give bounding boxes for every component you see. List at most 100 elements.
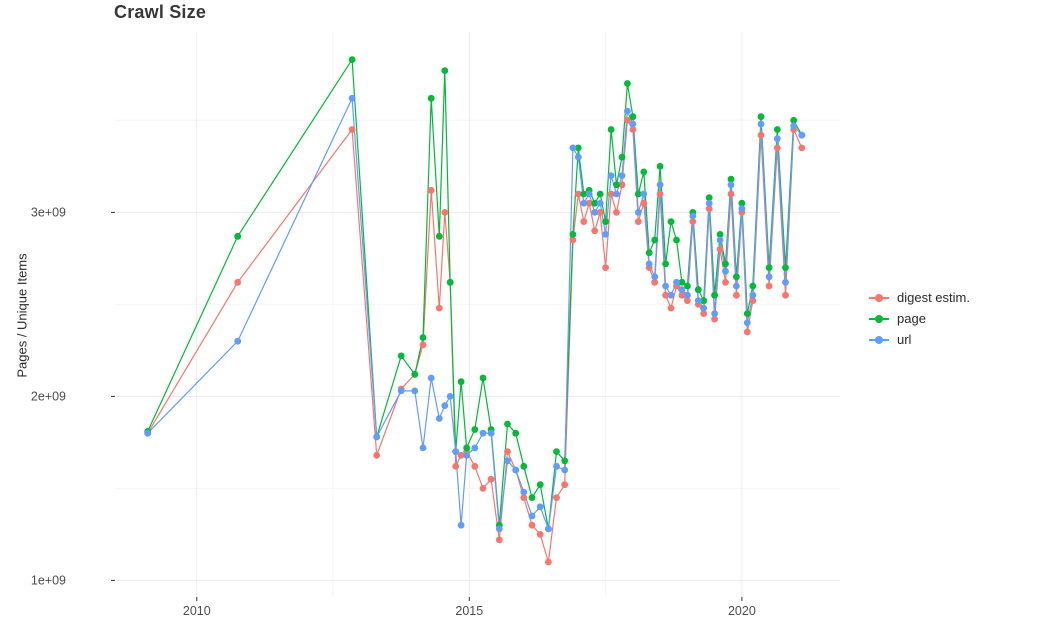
data-point-0 — [662, 291, 669, 299]
data-point-0 — [536, 531, 544, 538]
y-tick-label: 1e+09 — [31, 573, 66, 587]
data-point-1 — [553, 448, 560, 455]
legend-label-digest: digest estim. — [897, 290, 970, 305]
legend-key-page-icon — [869, 312, 889, 326]
data-point-0 — [765, 282, 773, 290]
data-point-0 — [487, 475, 495, 483]
data-point-2 — [738, 205, 746, 213]
data-point-1 — [536, 481, 544, 489]
data-point-2 — [536, 503, 544, 511]
data-point-2 — [765, 273, 773, 281]
data-point-1 — [773, 126, 781, 133]
data-point-1 — [733, 273, 740, 281]
data-point-0 — [348, 126, 356, 133]
data-point-1 — [651, 236, 659, 244]
data-point-2 — [733, 282, 740, 290]
data-point-2 — [684, 291, 691, 299]
data-point-2 — [667, 291, 675, 299]
legend-key-digest-icon — [869, 291, 889, 305]
data-point-2 — [580, 199, 588, 207]
data-point-1 — [624, 80, 631, 87]
data-point-2 — [790, 122, 798, 130]
data-point-1 — [427, 94, 435, 102]
data-point-0 — [618, 181, 626, 189]
data-point-2 — [618, 172, 626, 180]
data-point-0 — [427, 186, 435, 194]
data-point-0 — [733, 291, 740, 299]
data-point-2 — [397, 387, 405, 395]
chart-title: Crawl Size — [114, 2, 207, 22]
data-point-2 — [607, 172, 615, 180]
data-point-1 — [602, 218, 609, 226]
data-point-1 — [757, 113, 765, 121]
data-point-1 — [569, 231, 577, 238]
data-point-2 — [634, 209, 642, 216]
data-point-1 — [591, 199, 599, 207]
data-point-2 — [569, 144, 577, 152]
data-point-2 — [798, 131, 806, 139]
data-point-1 — [790, 116, 798, 124]
data-point-0 — [585, 199, 593, 207]
data-point-2 — [743, 319, 751, 327]
data-point-2 — [651, 273, 659, 281]
data-point-2 — [585, 190, 593, 198]
data-point-2 — [656, 181, 664, 189]
x-tick-label: 2020 — [728, 604, 756, 618]
data-point-1 — [348, 56, 356, 63]
data-point-0 — [782, 291, 789, 299]
data-point-1 — [528, 494, 536, 501]
data-point-1 — [640, 168, 648, 176]
data-point-2 — [574, 153, 582, 161]
data-point-1 — [607, 126, 615, 133]
data-point-1 — [694, 286, 702, 294]
data-point-2 — [411, 387, 419, 395]
data-point-2 — [722, 267, 729, 275]
data-point-0 — [234, 278, 242, 286]
data-point-1 — [765, 264, 773, 271]
data-point-1 — [504, 420, 511, 428]
data-point-2 — [528, 512, 536, 520]
data-point-2 — [463, 451, 470, 459]
data-point-2 — [441, 402, 449, 409]
data-point-0 — [773, 144, 781, 152]
legend-item-url: url — [869, 329, 970, 350]
data-point-1 — [463, 444, 470, 452]
data-point-1 — [667, 218, 675, 226]
data-point-0 — [435, 304, 443, 312]
data-point-2 — [520, 488, 528, 496]
data-point-2 — [348, 94, 356, 102]
data-point-2 — [561, 466, 569, 474]
data-point-0 — [749, 297, 757, 305]
data-point-1 — [656, 162, 664, 170]
data-point-0 — [651, 278, 659, 286]
data-point-1 — [596, 190, 604, 198]
y-tick-label: 2e+09 — [31, 389, 66, 403]
data-point-2 — [773, 135, 781, 143]
data-point-1 — [561, 457, 569, 465]
data-point-2 — [234, 337, 242, 345]
data-point-0 — [602, 264, 609, 271]
data-point-0 — [667, 304, 675, 312]
data-point-1 — [722, 260, 729, 268]
legend-label-url: url — [897, 332, 912, 347]
data-point-2 — [495, 525, 503, 533]
data-point-0 — [591, 227, 599, 235]
data-point-1 — [716, 231, 724, 238]
legend-label-page: page — [897, 311, 926, 326]
data-point-2 — [545, 525, 552, 533]
data-point-2 — [662, 282, 669, 290]
data-point-2 — [782, 278, 789, 286]
data-point-1 — [457, 378, 465, 386]
data-point-2 — [427, 374, 435, 382]
data-point-0 — [504, 448, 511, 455]
data-point-1 — [435, 232, 443, 240]
data-point-2 — [479, 429, 487, 437]
legend-key-url-icon — [869, 333, 889, 347]
data-point-0 — [580, 218, 588, 226]
data-point-0 — [684, 297, 691, 305]
data-point-0 — [722, 278, 729, 286]
data-point-0 — [479, 485, 487, 492]
data-point-2 — [673, 278, 680, 286]
data-point-1 — [743, 310, 751, 317]
data-point-0 — [419, 341, 427, 349]
